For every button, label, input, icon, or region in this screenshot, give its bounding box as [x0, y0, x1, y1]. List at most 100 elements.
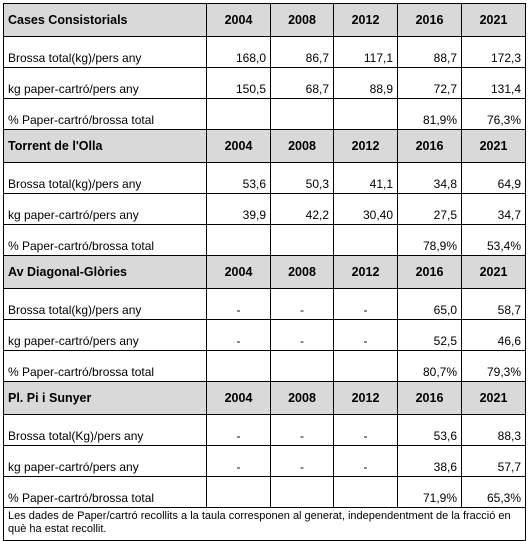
value-cell: 53,6: [206, 162, 271, 194]
value-cell: 41,1: [333, 162, 398, 194]
value-cell: -: [333, 445, 398, 477]
year-header: 2008: [270, 381, 334, 415]
value-cell: -: [270, 445, 334, 477]
row-label: % Paper-cartró/brossa total: [3, 476, 207, 508]
value-cell: 52,5: [397, 319, 462, 351]
empty-cell: [206, 98, 271, 130]
row-label: kg paper-cartró/pers any: [3, 193, 207, 225]
value-cell: 53,6: [397, 414, 462, 446]
value-cell: 39,9: [206, 193, 271, 225]
section-header: Pl. Pi i Sunyer 2004 2008 2012 2016 2021: [3, 381, 526, 415]
value-cell: 79,3%: [461, 350, 526, 382]
value-cell: 38,6: [397, 445, 462, 477]
row-label: % Paper-cartró/brossa total: [3, 98, 207, 130]
value-cell: 71,9%: [397, 476, 462, 508]
section-header: Cases Consistorials 2004 2008 2012 2016 2021: [3, 3, 526, 37]
year-header: 2008: [270, 129, 334, 163]
data-row: % Paper-cartró/brossa total 80,7% 79,3%: [3, 350, 526, 382]
empty-cell: [333, 224, 398, 256]
data-row: % Paper-cartró/brossa total 78,9% 53,4%: [3, 224, 526, 256]
data-table: Cases Consistorials 2004 2008 2012 2016 2021 B…: [3, 3, 526, 541]
row-label: Brossa total(Kg)/pers any: [3, 414, 207, 446]
value-cell: 88,7: [397, 36, 462, 68]
value-cell: 50,3: [270, 162, 334, 194]
value-cell: -: [206, 319, 271, 351]
value-cell: 172,3: [461, 36, 526, 68]
value-cell: 86,7: [270, 36, 334, 68]
year-header: 2016: [397, 129, 462, 163]
value-cell: 57,7: [461, 445, 526, 477]
year-header: 2004: [206, 129, 271, 163]
value-cell: -: [206, 414, 271, 446]
page: Cases Consistorials 2004 2008 2012 2016 2021 B…: [3, 3, 526, 541]
value-cell: 88,9: [333, 67, 398, 99]
row-label: % Paper-cartró/brossa total: [3, 350, 207, 382]
data-row: kg paper-cartró/pers any 150,5 68,7 88,9 72,…: [3, 67, 526, 99]
section-title: Av Diagonal-Glòries: [3, 255, 207, 289]
value-cell: 34,7: [461, 193, 526, 225]
year-header: 2004: [206, 3, 271, 37]
value-cell: -: [333, 414, 398, 446]
empty-cell: [270, 224, 334, 256]
value-cell: -: [206, 445, 271, 477]
row-label: Brossa total(kg)/pers any: [3, 36, 207, 68]
value-cell: -: [333, 319, 398, 351]
value-cell: 65,0: [397, 288, 462, 320]
year-header: 2012: [333, 129, 398, 163]
value-cell: 88,3: [461, 414, 526, 446]
row-label: kg paper-cartró/pers any: [3, 67, 207, 99]
value-cell: 53,4%: [461, 224, 526, 256]
year-header: 2008: [270, 3, 334, 37]
value-cell: 76,3%: [461, 98, 526, 130]
value-cell: 34,8: [397, 162, 462, 194]
year-header: 2016: [397, 381, 462, 415]
row-label: Brossa total(kg)/pers any: [3, 162, 207, 194]
footnote: Les dades de Paper/cartró recollits a la…: [3, 507, 526, 541]
year-header: 2021: [461, 381, 526, 415]
empty-cell: [270, 350, 334, 382]
year-header: 2021: [461, 3, 526, 37]
empty-cell: [206, 350, 271, 382]
value-cell: 30,40: [333, 193, 398, 225]
value-cell: 150,5: [206, 67, 271, 99]
value-cell: 81,9%: [397, 98, 462, 130]
note-row: Les dades de Paper/cartró recollits a la…: [3, 507, 526, 541]
data-row: kg paper-cartró/pers any - - -38,6 57,7: [3, 445, 526, 477]
value-cell: 131,4: [461, 67, 526, 99]
year-header: 2012: [333, 381, 398, 415]
year-header: 2012: [333, 3, 398, 37]
value-cell: 64,9: [461, 162, 526, 194]
value-cell: 27,5: [397, 193, 462, 225]
value-cell: -: [206, 288, 271, 320]
value-cell: 46,6: [461, 319, 526, 351]
data-row: Brossa total(kg)/pers any - - -65,0 58,7: [3, 288, 526, 320]
empty-cell: [333, 350, 398, 382]
row-label: Brossa total(kg)/pers any: [3, 288, 207, 320]
section-title: Cases Consistorials: [3, 3, 207, 37]
section-header: Av Diagonal-Glòries 2004 2008 2012 2016 2021: [3, 255, 526, 289]
empty-cell: [333, 98, 398, 130]
data-row: Brossa total(kg)/pers any 168,0 86,7 117,1 8…: [3, 36, 526, 68]
data-row: % Paper-cartró/brossa total 71,9% 65,3%: [3, 476, 526, 508]
value-cell: 117,1: [333, 36, 398, 68]
year-header: 2021: [461, 255, 526, 289]
empty-cell: [206, 476, 271, 508]
value-cell: 168,0: [206, 36, 271, 68]
data-row: % Paper-cartró/brossa total 81,9% 76,3%: [3, 98, 526, 130]
row-label: kg paper-cartró/pers any: [3, 445, 207, 477]
year-header: 2016: [397, 255, 462, 289]
year-header: 2021: [461, 129, 526, 163]
value-cell: 78,9%: [397, 224, 462, 256]
value-cell: 65,3%: [461, 476, 526, 508]
section-header: Torrent de l'Olla 2004 2008 2012 2016 2021: [3, 129, 526, 163]
value-cell: 58,7: [461, 288, 526, 320]
year-header: 2016: [397, 3, 462, 37]
section-title: Pl. Pi i Sunyer: [3, 381, 207, 415]
value-cell: -: [270, 319, 334, 351]
year-header: 2012: [333, 255, 398, 289]
value-cell: 80,7%: [397, 350, 462, 382]
value-cell: -: [333, 288, 398, 320]
table-body: Cases Consistorials 2004 2008 2012 2016 2021 B…: [3, 3, 526, 541]
year-header: 2008: [270, 255, 334, 289]
data-row: Brossa total(Kg)/pers any - - -53,6 88,3: [3, 414, 526, 446]
